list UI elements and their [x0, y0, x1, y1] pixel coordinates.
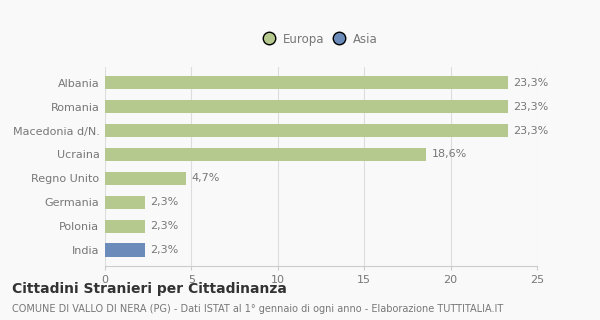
Bar — [105, 76, 508, 89]
Bar — [105, 172, 186, 185]
Legend: Europa, Asia: Europa, Asia — [261, 29, 381, 50]
Bar — [105, 124, 508, 137]
Text: COMUNE DI VALLO DI NERA (PG) - Dati ISTAT al 1° gennaio di ogni anno - Elaborazi: COMUNE DI VALLO DI NERA (PG) - Dati ISTA… — [12, 304, 503, 314]
Text: 23,3%: 23,3% — [513, 102, 548, 112]
Text: 23,3%: 23,3% — [513, 125, 548, 136]
Bar — [105, 220, 145, 233]
Bar — [105, 100, 508, 113]
Text: 2,3%: 2,3% — [150, 221, 178, 231]
Text: 18,6%: 18,6% — [431, 149, 467, 159]
Text: 23,3%: 23,3% — [513, 78, 548, 88]
Bar — [105, 148, 427, 161]
Bar — [105, 196, 145, 209]
Text: 2,3%: 2,3% — [150, 245, 178, 255]
Text: Cittadini Stranieri per Cittadinanza: Cittadini Stranieri per Cittadinanza — [12, 282, 287, 296]
Text: 2,3%: 2,3% — [150, 197, 178, 207]
Bar — [105, 244, 145, 257]
Text: 4,7%: 4,7% — [191, 173, 220, 183]
